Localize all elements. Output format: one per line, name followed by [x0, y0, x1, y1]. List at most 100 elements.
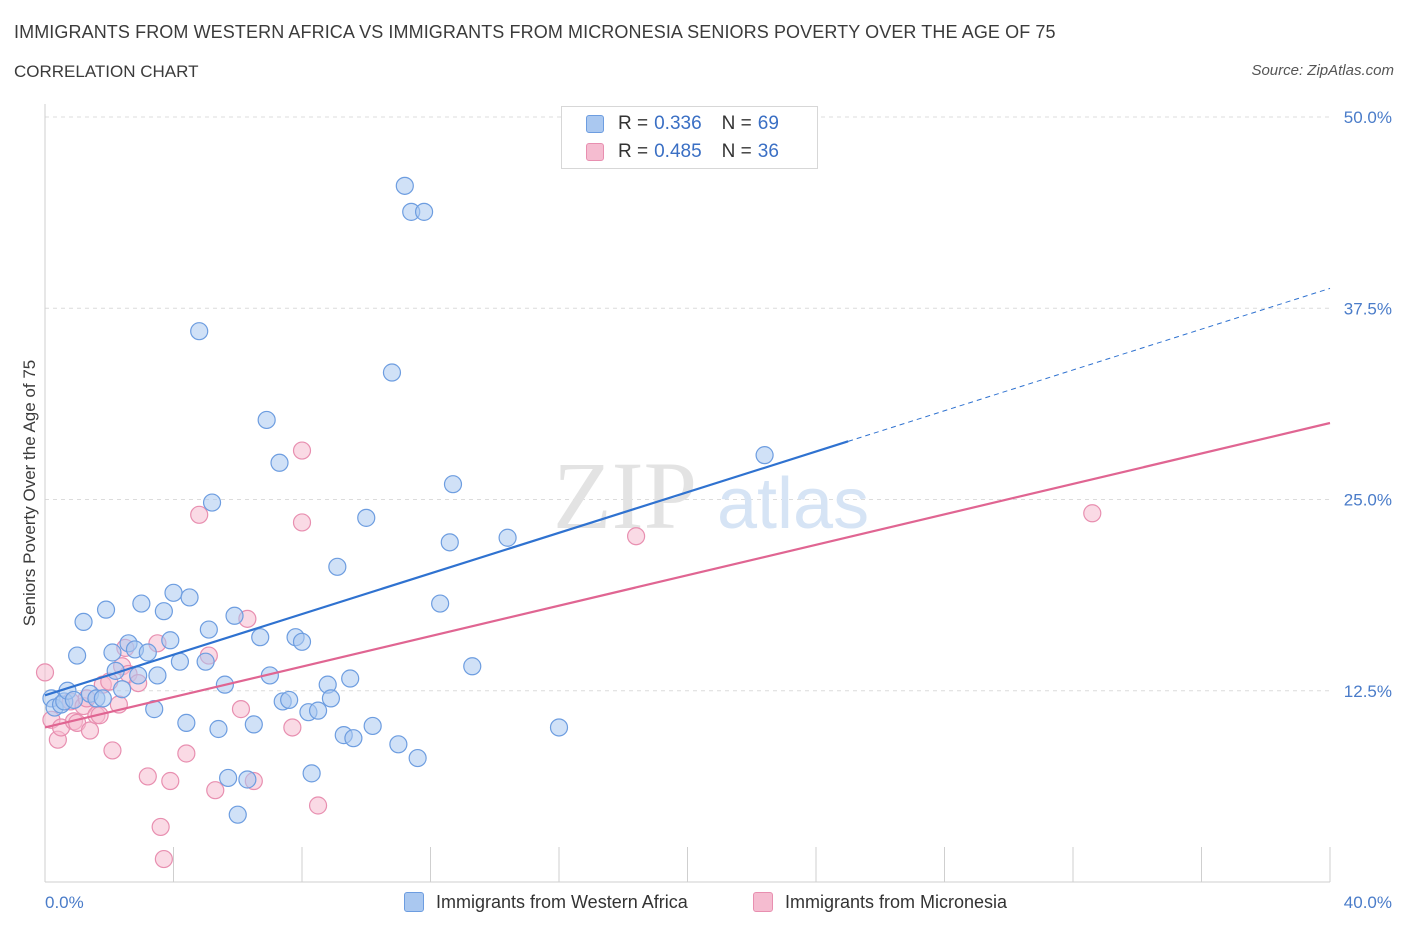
western-africa-point [431, 594, 450, 613]
chart-title: IMMIGRANTS FROM WESTERN AFRICA VS IMMIGR… [14, 22, 1056, 42]
source-label: Source: ZipAtlas.com [1251, 62, 1394, 79]
micronesia-point [103, 741, 122, 760]
western-africa-point [161, 631, 180, 650]
bottom-legend-western-africa: Immigrants from Western Africa [404, 889, 688, 915]
western-africa-point [228, 805, 247, 824]
bottom-legend-micronesia: Immigrants from Micronesia [753, 889, 1007, 915]
bottom-legend-label-western-africa: Immigrants from Western Africa [436, 891, 688, 912]
western-africa-point [148, 666, 167, 685]
x-tick-max: 40.0% [1344, 893, 1392, 912]
western-africa-point [357, 508, 376, 527]
western-africa-point [341, 669, 360, 688]
y-tick-labels: 12.5% 25.0% 37.5% 50.0% [1344, 108, 1392, 701]
western-africa-point [238, 770, 257, 789]
western-africa-point [321, 689, 341, 708]
micronesia-point [283, 718, 302, 737]
western-africa-point [154, 602, 173, 621]
micronesia-point [161, 771, 180, 791]
legend-row-western-africa: R = 0.336 N = 69 [586, 112, 779, 136]
legend-r-label: R = [618, 141, 649, 162]
legend-r-value: 0.485 [654, 141, 702, 162]
western-africa-point [170, 652, 190, 671]
western-africa-point [96, 600, 116, 619]
micronesia-point [154, 849, 173, 869]
micronesia-point [190, 505, 209, 524]
western-africa-point [302, 764, 321, 783]
western-africa-point [219, 768, 238, 788]
western-africa-point [199, 620, 218, 639]
western-africa-point [180, 588, 199, 607]
western-africa-point [308, 701, 328, 720]
western-africa-point [64, 690, 84, 710]
western-africa-point [244, 715, 263, 734]
micronesia-point [231, 700, 251, 719]
y-tick-label: 37.5% [1344, 299, 1392, 318]
legend-row-micronesia: R = 0.485 N = 36 [586, 140, 779, 164]
western-africa-point [164, 583, 183, 602]
trend-line-western-africa [44, 440, 849, 697]
legend-n-label: N = [721, 141, 752, 162]
trend-line-western-africa-extension [847, 287, 1331, 442]
western-africa-point [103, 643, 122, 662]
western-africa-point [251, 628, 270, 647]
western-africa-point [202, 493, 222, 512]
western-africa-point [280, 690, 299, 710]
legend-swatch-blue [586, 115, 604, 133]
micronesia-point [308, 796, 328, 815]
micronesia-point [292, 441, 312, 460]
micronesia-point [292, 513, 312, 532]
western-africa-point [549, 718, 569, 737]
watermark: ZIP atlas [553, 442, 869, 549]
trend-lines [44, 287, 1331, 729]
bottom-legend-label-micronesia: Immigrants from Micronesia [785, 891, 1008, 912]
western-africa-point [344, 729, 363, 748]
micronesia-point [177, 744, 196, 763]
western-africa-point [132, 594, 151, 613]
micronesia-point [1083, 504, 1102, 523]
western-africa-point [363, 716, 382, 736]
western-africa-point [209, 719, 228, 739]
western-africa-point [440, 533, 459, 552]
micronesia-point [626, 527, 646, 546]
legend: R = 0.336 N = 69 R = 0.485 N = 36 [561, 106, 818, 169]
western-africa-point [270, 453, 289, 472]
micronesia-point [206, 781, 225, 800]
bottom-legend-swatch-pink [753, 892, 773, 912]
x-tick-min: 0.0% [45, 893, 84, 912]
legend-n-label: N = [721, 113, 752, 134]
micronesia-point [35, 663, 55, 682]
micronesia-point [151, 817, 170, 837]
western-africa-point [292, 632, 312, 651]
western-africa-point [225, 606, 244, 625]
legend-swatch-pink [586, 143, 604, 161]
y-tick-label: 25.0% [1344, 491, 1392, 510]
legend-n-value: 69 [757, 113, 779, 134]
legend-n-value: 36 [757, 141, 779, 162]
western-africa-point [395, 176, 414, 195]
series-western-africa-points [42, 176, 774, 824]
legend-r-value: 0.336 [654, 113, 702, 134]
western-africa-point [138, 643, 157, 662]
western-africa-point [196, 652, 215, 671]
western-africa-point [414, 202, 434, 221]
western-africa-point [177, 713, 196, 732]
axes [44, 104, 1330, 883]
trend-line-micronesia [44, 421, 1331, 729]
western-africa-point [382, 363, 402, 382]
watermark-atlas: atlas [717, 464, 869, 544]
western-africa-point [463, 657, 482, 676]
western-africa-point [74, 612, 93, 632]
western-africa-point [755, 446, 774, 465]
western-africa-point [443, 475, 463, 494]
western-africa-point [129, 666, 148, 685]
bottom-legend-swatch-blue [404, 892, 424, 912]
y-tick-label: 50.0% [1344, 108, 1392, 127]
western-africa-point [257, 410, 276, 430]
watermark-zip: ZIP [553, 442, 697, 549]
micronesia-point [138, 767, 157, 786]
western-africa-point [190, 322, 209, 341]
western-africa-point [498, 528, 517, 547]
micronesia-point [80, 721, 100, 740]
western-africa-point [408, 748, 427, 768]
